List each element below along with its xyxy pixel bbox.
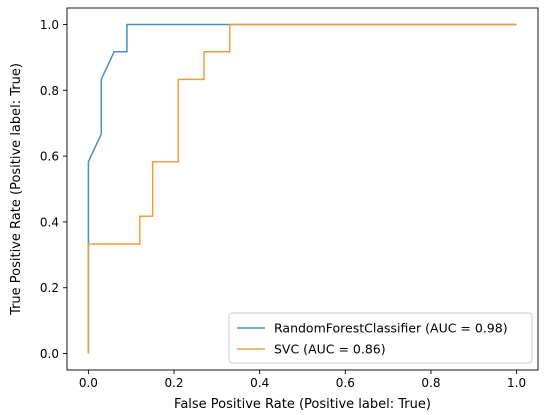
y-axis-label: True Positive Rate (Positive label: True… [9,63,24,316]
plot-frame [66,7,539,371]
y-tick-label: 0.4 [40,215,59,229]
axes-layer [66,7,539,371]
series-layer [87,23,517,354]
legend-box [228,312,533,364]
x-tick-label: 0.2 [164,376,183,390]
x-tick-label: 0.0 [79,376,98,390]
x-tick-label: 0.4 [250,376,269,390]
x-tick-label: 0.8 [421,376,440,390]
x-tick-label: 1.0 [507,376,526,390]
legend-label-random-forest: RandomForestClassifier (AUC = 0.98) [274,321,508,336]
y-tick-label: 0.2 [40,281,59,295]
x-tick-label: 0.6 [336,376,355,390]
series-line-random-forest [87,23,517,354]
ticks-layer: 0.0 0.2 0.4 0.6 0.8 1.0 0.0 0.2 0.4 0.6 0.8 1.0 [40,18,526,390]
y-tick-label: 0.6 [40,150,59,164]
legend: RandomForestClassifier (AUC = 0.98) SVC … [228,312,533,364]
y-tick-label: 1.0 [40,18,59,32]
series-line-svc [87,23,517,354]
legend-label-svc: SVC (AUC = 0.86) [274,342,386,357]
y-tick-label: 0.8 [40,84,59,98]
y-tick-label: 0.0 [40,347,59,361]
x-axis-label: False Positive Rate (Positive label: Tru… [174,397,431,412]
